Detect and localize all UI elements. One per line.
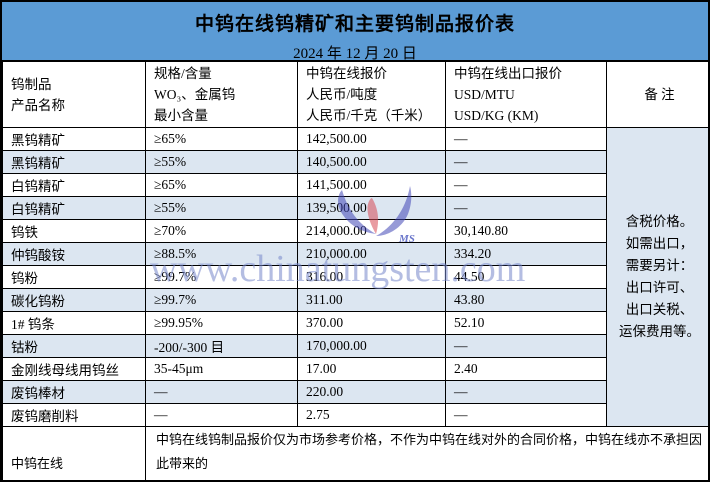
cny-price-cell: 311.00 [297, 288, 446, 312]
product-name-cell: 黑钨精矿 [2, 150, 146, 174]
col-header-export-price: 中钨在线出口报价 USD/MTU USD/KG (KM) [445, 61, 607, 128]
spec-cell: — [145, 380, 298, 404]
table-row: 钨铁 ≥70% 214,000.00 30,140.80 [2, 219, 709, 243]
product-name-cell: 钨铁 [2, 219, 146, 243]
cny-price-cell: 214,000.00 [297, 219, 446, 243]
title-band: 中钨在线钨精矿和主要钨制品报价表 2024 年 12 月 20 日 [2, 2, 708, 62]
spec-cell: ≥70% [145, 219, 298, 243]
product-name-cell: 白钨精矿 [2, 196, 146, 220]
table-row: 黑钨精矿 ≥65% 142,500.00— 含税价格。 如需出口， 需要另计： 出口许… [2, 127, 708, 427]
price-table: 钨制品 产品名称 规格/含量 WO₃、金属钨 最小含量 中钨在线报价 人民币/吨… [2, 61, 709, 480]
spec-cell: ≥88.5% [145, 242, 298, 266]
export-price-cell: — [445, 380, 607, 404]
product-name-cell: 钴粉 [2, 334, 146, 358]
cny-price-cell: 139,500.00 [297, 196, 446, 220]
spec-cell: ≥65% [145, 127, 298, 151]
product-name-cell: 仲钨酸铵 [2, 242, 146, 266]
table-row: 白钨精矿 ≥55% 139,500.00— [2, 196, 709, 220]
cny-price-cell: 2.75 [297, 403, 446, 427]
cny-price-cell: 316.00 [297, 265, 446, 289]
table-row: 钨粉 ≥99.7% 316.00 44.50 [2, 265, 709, 289]
export-price-cell: 30,140.80 [445, 219, 607, 243]
product-name-cell: 1# 钨条 [2, 311, 146, 335]
table-row: 金刚线母线用钨丝 35-45μm 17.00 2.40 [2, 357, 709, 381]
spec-cell: -200/-300 目 [145, 334, 298, 358]
table-row: 钴粉 -200/-300 目 170,000.00— [2, 334, 709, 358]
table-row: 白钨精矿 ≥65% 141,500.00— [2, 173, 709, 197]
export-price-cell: — [445, 127, 607, 151]
export-price-cell: 44.50 [445, 265, 607, 289]
spec-cell: ≥99.95% [145, 311, 298, 335]
cny-price-cell: 140,500.00 [297, 150, 446, 174]
export-price-cell: 43.80 [445, 288, 607, 312]
disclaimer-line2: 任何市场风险；详细内容请参考：中钨在线官网 http://news.chinat… [156, 476, 704, 480]
table-row: 废钨棒材 —220.00— [2, 380, 709, 404]
export-price-cell: 334.20 [445, 242, 607, 266]
product-name-cell: 黑钨精矿 [2, 127, 146, 151]
remark-cell: 含税价格。 如需出口， 需要另计： 出口许可、 出口关税、 运保费用等。 [606, 127, 708, 427]
table-row: 1# 钨条 ≥99.95% 370.00 52.10 [2, 311, 709, 335]
export-price-cell: 52.10 [445, 311, 607, 335]
spec-cell: 35-45μm [145, 357, 298, 381]
table-row: 仲钨酸铵 ≥88.5% 210,000.00 334.20 [2, 242, 709, 266]
disclaimer-line1-text: 中钨在线钨制品报价仅为市场参考价格，不作为中钨在线对外的合同价格，中钨在线亦不承… [156, 432, 703, 471]
cny-price-cell: 141,500.00 [297, 173, 446, 197]
cny-price-cell: 17.00 [297, 357, 446, 381]
export-price-cell: — [445, 403, 607, 427]
table-row: 废钨磨削料 —2.75— [2, 403, 709, 427]
col-header-product: 钨制品 产品名称 [2, 61, 146, 128]
product-name-cell: 钨粉 [2, 265, 146, 289]
spec-cell: ≥65% [145, 173, 298, 197]
table-row: 黑钨精矿 ≥55% 140,500.00— [2, 150, 709, 174]
table-header-row: 钨制品 产品名称 规格/含量 WO₃、金属钨 最小含量 中钨在线报价 人民币/吨… [2, 61, 708, 128]
export-price-cell: — [445, 334, 607, 358]
product-name-cell: 废钨磨削料 [2, 403, 146, 427]
disclaimer-row: 中钨在线 免责声明 中钨在线钨制品报价仅为市场参考价格，不作为中钨在线对外的合同… [2, 426, 708, 480]
cny-price-cell: 142,500.00 [297, 127, 446, 151]
spec-cell: ≥99.7% [145, 288, 298, 312]
cny-price-cell: 170,000.00 [297, 334, 446, 358]
spec-cell: ≥99.7% [145, 265, 298, 289]
export-price-cell: — [445, 150, 607, 174]
product-name-cell: 碳化钨粉 [2, 288, 146, 312]
export-price-cell: — [445, 173, 607, 197]
export-price-cell: — [445, 196, 607, 220]
col-header-cny-price: 中钨在线报价 人民币/吨度 人民币/千克（千米） [297, 61, 446, 128]
export-price-cell: 2.40 [445, 357, 607, 381]
cny-price-cell: 210,000.00 [297, 242, 446, 266]
table-row: 碳化钨粉 ≥99.7% 311.00 43.80 [2, 288, 709, 312]
spec-cell: ≥55% [145, 196, 298, 220]
spec-cell: — [145, 403, 298, 427]
report-date: 2024 年 12 月 20 日 [293, 46, 417, 62]
cny-price-cell: 370.00 [297, 311, 446, 335]
product-name-cell: 金刚线母线用钨丝 [2, 357, 146, 381]
cny-price-cell: 220.00 [297, 380, 446, 404]
spec-cell: ≥55% [145, 150, 298, 174]
disclaimer-label: 中钨在线 免责声明 [2, 426, 146, 480]
page-title: 中钨在线钨精矿和主要钨制品报价表 [194, 14, 515, 35]
product-name-cell: 废钨棒材 [2, 380, 146, 404]
price-table-body: 黑钨精矿 ≥65% 142,500.00— 含税价格。 如需出口， 需要另计： 出口许… [2, 127, 709, 427]
disclaimer-line1: 中钨在线钨制品报价仅为市场参考价格，不作为中钨在线对外的合同价格，中钨在线亦不承… [156, 428, 704, 476]
col-header-remark: 备 注 [606, 61, 708, 128]
disclaimer-text: 中钨在线钨制品报价仅为市场参考价格，不作为中钨在线对外的合同价格，中钨在线亦不承… [145, 426, 708, 480]
product-name-cell: 白钨精矿 [2, 173, 146, 197]
col-header-spec: 规格/含量 WO₃、金属钨 最小含量 [145, 61, 298, 128]
